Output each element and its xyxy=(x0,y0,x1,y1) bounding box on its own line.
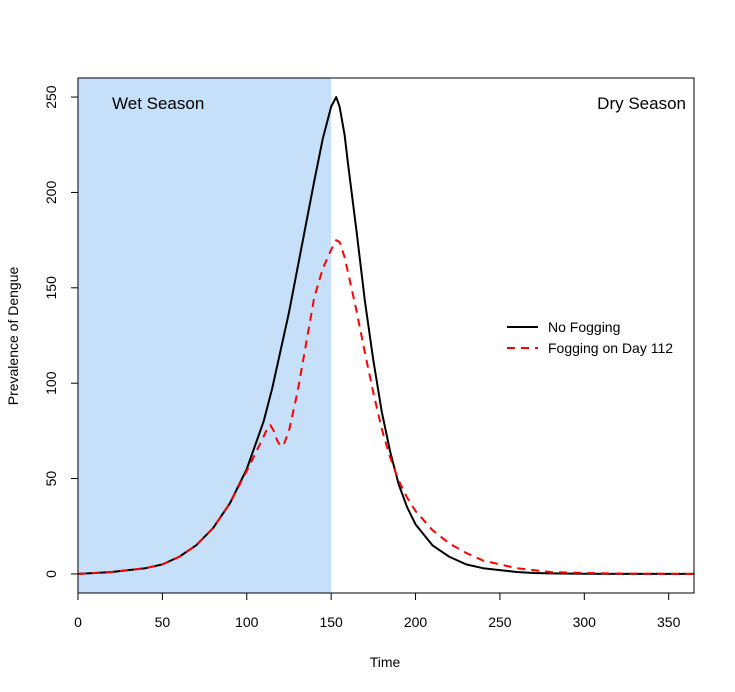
x-axis: 0 50 100 150 200 250 300 350 xyxy=(74,592,681,630)
wet-season-region xyxy=(78,78,332,593)
x-tick-label: 150 xyxy=(319,614,343,630)
x-tick-label: 50 xyxy=(155,614,171,630)
x-tick-label: 100 xyxy=(235,614,259,630)
y-tick-label: 0 xyxy=(43,570,59,578)
x-tick-label: 300 xyxy=(573,614,597,630)
y-tick-label: 50 xyxy=(43,471,59,487)
y-tick-label: 150 xyxy=(43,276,59,300)
x-tick-label: 350 xyxy=(657,614,681,630)
y-tick-label: 200 xyxy=(43,181,59,205)
x-tick-label: 200 xyxy=(404,614,428,630)
legend: No Fogging Fogging on Day 112 xyxy=(507,319,673,356)
y-tick-label: 100 xyxy=(43,371,59,395)
y-axis: 0 50 100 150 200 250 xyxy=(43,85,79,578)
dry-season-label: Dry Season xyxy=(597,94,686,113)
y-tick-label: 250 xyxy=(43,85,59,109)
series-layer xyxy=(77,96,695,575)
wet-season-label: Wet Season xyxy=(112,94,204,113)
x-axis-title: Time xyxy=(370,654,401,670)
x-tick-label: 0 xyxy=(74,614,82,630)
y-axis-title: Prevalence of Dengue xyxy=(5,267,21,406)
x-tick-label: 250 xyxy=(488,614,512,630)
series-line-fogging xyxy=(77,239,695,575)
legend-label-fogging: Fogging on Day 112 xyxy=(548,340,673,356)
legend-label-no-fogging: No Fogging xyxy=(548,319,620,335)
